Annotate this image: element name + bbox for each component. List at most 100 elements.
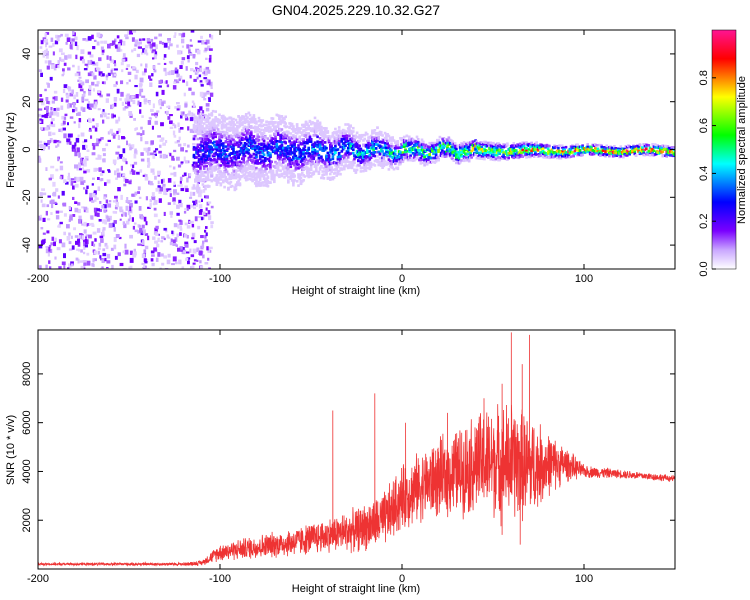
spectrogram-noise-cell — [99, 173, 104, 176]
spectrogram-signal-cell — [470, 155, 473, 159]
spectrogram-noise-cell — [106, 267, 110, 269]
spectrogram-signal-cell — [337, 143, 341, 146]
spectrogram-noise-cell — [181, 45, 184, 48]
spectrogram-noise-cell — [91, 263, 94, 267]
spectrogram-noise-cell — [143, 264, 146, 268]
spectrogram-noise-cell — [180, 161, 184, 164]
spectrogram-noise-cell — [83, 265, 86, 269]
spectrogram-signal-cell — [355, 131, 359, 135]
spectrogram-noise-cell — [107, 131, 110, 135]
spectrogram-signal-cell — [382, 162, 386, 166]
spectrogram-noise-cell — [73, 180, 77, 183]
spectrogram-signal-cell — [252, 166, 256, 170]
spectrogram-signal-cell — [400, 154, 403, 157]
spectrogram-noise-cell — [77, 208, 81, 214]
spectrogram-noise-cell — [61, 190, 65, 196]
spectrogram-signal-cell — [258, 155, 262, 159]
spectrogram-noise-cell — [82, 163, 87, 167]
spectrogram-signal-cell — [457, 158, 461, 162]
spectrogram-noise-cell — [158, 190, 162, 194]
spectrogram-noise-cell — [61, 242, 66, 248]
spectrogram-noise-cell — [152, 57, 155, 60]
spectrogram-signal-cell — [215, 146, 219, 149]
spectrogram-noise-cell — [135, 127, 138, 130]
spectrogram-signal-cell — [208, 113, 211, 116]
spectrogram-noise-cell — [203, 77, 208, 80]
spectrogram-signal-cell — [265, 180, 268, 184]
spectrogram-noise-cell — [74, 176, 77, 181]
spectrogram-signal-cell — [308, 152, 312, 156]
spectrogram-noise-cell — [201, 243, 205, 248]
spectrogram-noise-cell — [48, 45, 53, 48]
spectrogram-noise-cell — [46, 230, 50, 234]
spectrogram-signal-cell — [298, 165, 301, 168]
spectrogram-signal-cell — [309, 159, 313, 162]
spectrogram-noise-cell — [158, 33, 162, 37]
spectrogram-noise-cell — [103, 209, 107, 213]
spectrogram-noise-cell — [170, 61, 173, 65]
spectrogram-noise-cell — [189, 117, 194, 122]
spectrogram-noise-cell — [112, 135, 116, 139]
spectrogram-noise-cell — [177, 143, 182, 147]
spectrogram-noise-cell — [142, 130, 145, 135]
spectrogram-noise-cell — [176, 44, 179, 48]
spectrogram-signal-cell — [546, 152, 550, 155]
spectrogram-noise-cell — [123, 223, 127, 229]
spectrogram-noise-cell — [192, 143, 196, 146]
spectrogram-noise-cell — [60, 122, 65, 126]
spectrogram-noise-cell — [128, 266, 132, 269]
spectrogram-signal-cell — [276, 130, 280, 133]
spectrogram-noise-cell — [78, 123, 81, 129]
spectrogram-noise-cell — [119, 262, 124, 267]
spectrogram-noise-cell — [144, 49, 148, 55]
spectrogram-noise-cell — [189, 248, 192, 253]
spectrogram-noise-cell — [169, 165, 172, 168]
spectrogram-signal-cell — [320, 125, 323, 129]
spectrogram-noise-cell — [38, 244, 43, 249]
spectrogram-noise-cell — [197, 216, 202, 219]
spectrogram-signal-cell — [244, 129, 248, 132]
spectrogram-signal-cell — [451, 142, 454, 145]
spectrogram-signal-cell — [367, 139, 370, 143]
spectrogram-noise-cell — [98, 71, 103, 76]
spectrogram-signal-cell — [288, 171, 291, 175]
spectrogram-signal-cell — [269, 126, 272, 129]
spectrogram-signal-cell — [334, 151, 337, 155]
spectrogram-noise-cell — [134, 43, 139, 47]
spectrogram-noise-cell — [188, 110, 191, 115]
spectrogram-signal-cell — [279, 153, 282, 157]
spectrogram-signal-cell — [265, 123, 268, 127]
spectrogram-signal-cell — [223, 173, 226, 177]
spectrogram-signal-cell — [504, 156, 508, 160]
spectrogram-noise-cell — [202, 254, 205, 259]
spectrogram-noise-cell — [91, 200, 95, 203]
spectrogram-noise-cell — [158, 150, 162, 154]
spectrogram-signal-cell — [262, 153, 266, 156]
spectrogram-signal-cell — [270, 160, 273, 164]
spectrogram-signal-cell — [313, 149, 317, 152]
spectrogram-signal-cell — [216, 128, 220, 131]
spectrogram-noise-cell — [81, 94, 86, 97]
spectrogram-signal-cell — [332, 131, 336, 134]
spectrogram-noise-cell — [167, 202, 171, 205]
spectrogram-noise-cell — [71, 144, 76, 150]
spectrogram-noise-cell — [186, 251, 190, 254]
spectrogram-signal-cell — [256, 159, 259, 162]
spectrogram-signal-cell — [321, 170, 324, 173]
spectrogram-signal-cell — [252, 116, 256, 119]
spectrogram-signal-cell — [218, 135, 221, 139]
spectrogram-signal-cell — [337, 169, 341, 173]
spectrogram-signal-cell — [269, 166, 272, 170]
spectrogram-signal-cell — [352, 163, 355, 167]
spectrogram-noise-cell — [65, 181, 69, 185]
spectrogram-signal-cell — [374, 147, 378, 150]
spectrogram-signal-cell — [316, 125, 319, 129]
spectrogram-signal-cell — [255, 178, 258, 182]
spectrogram-noise-cell — [167, 38, 171, 43]
spectrogram-noise-cell — [107, 169, 111, 172]
spectrogram-noise-cell — [153, 199, 158, 205]
spectrogram-signal-cell — [498, 152, 502, 155]
spectrogram-signal-cell — [312, 157, 316, 161]
spectrogram-signal-cell — [550, 148, 554, 151]
spectrogram-noise-cell — [100, 40, 104, 44]
